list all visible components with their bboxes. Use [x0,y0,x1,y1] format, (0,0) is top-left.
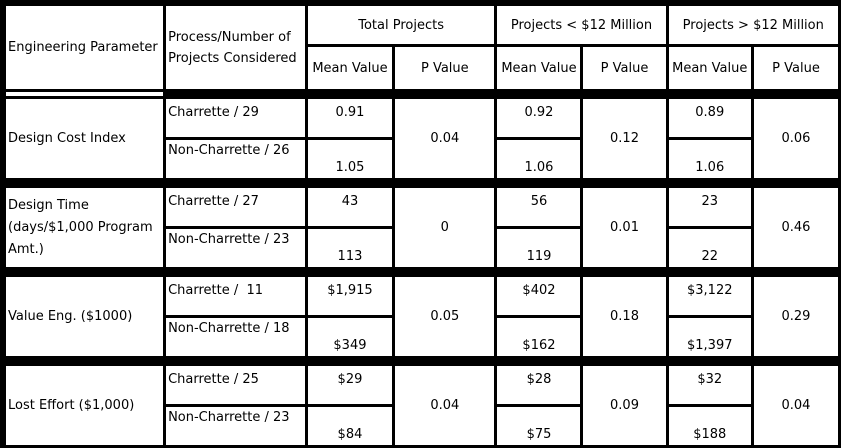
total-mean-non-charrette: 1.05 [307,140,393,178]
over-p-value: 0.46 [753,188,838,267]
total-mean-non-charrette: 113 [307,229,393,267]
process-charrette: Charrette / 25 [166,366,305,404]
total-p-value: 0.05 [395,277,495,356]
over-mean-non-charrette: 22 [668,229,751,267]
over-mean-non-charrette: 1.06 [668,140,751,178]
under-mean-charrette: 0.92 [497,99,581,137]
over-mean-charrette: $32 [668,366,751,404]
parameter-label: Value Eng. ($1000) [6,277,164,356]
total-p-value: 0.04 [395,99,495,178]
header-under-mean: Mean Value [497,47,581,89]
header-process: Process/Number of Projects Considered [166,6,305,89]
total-mean-charrette: 43 [307,188,393,226]
header-projects-under-12m: Projects < $12 Million [497,6,666,44]
process-charrette: Charrette / 27 [166,188,305,226]
over-mean-non-charrette: $188 [668,407,751,445]
under-p-value: 0.18 [583,277,666,356]
header-over-mean: Mean Value [668,47,751,89]
process-non-charrette: Non-Charrette / 23 [166,407,305,445]
over-p-value: 0.29 [753,277,838,356]
over-p-value: 0.04 [753,366,838,445]
under-mean-non-charrette: $75 [497,407,581,445]
results-table: Engineering Parameter Process/Number of … [3,3,841,448]
under-mean-non-charrette: $162 [497,318,581,356]
under-p-value: 0.12 [583,99,666,178]
over-mean-charrette: 0.89 [668,99,751,137]
total-mean-charrette: $29 [307,366,393,404]
process-charrette: Charrette / 11 [166,277,305,315]
header-total-mean: Mean Value [307,47,393,89]
header-over-p: P Value [753,47,838,89]
parameter-label: Lost Effort ($1,000) [6,366,164,445]
over-mean-charrette: $3,122 [668,277,751,315]
header-projects-over-12m: Projects > $12 Million [668,6,838,44]
under-mean-charrette: $28 [497,366,581,404]
process-charrette: Charrette / 29 [166,99,305,137]
under-mean-charrette: 56 [497,188,581,226]
over-mean-charrette: 23 [668,188,751,226]
under-mean-charrette: $402 [497,277,581,315]
header-total-p: P Value [395,47,495,89]
total-mean-charrette: 0.91 [307,99,393,137]
over-mean-non-charrette: $1,397 [668,318,751,356]
process-non-charrette: Non-Charrette / 26 [166,140,305,178]
parameter-label: Design Cost Index [6,99,164,178]
total-p-value: 0 [395,188,495,267]
under-p-value: 0.09 [583,366,666,445]
under-p-value: 0.01 [583,188,666,267]
total-p-value: 0.04 [395,366,495,445]
parameter-label: Design Time (days/$1,000 Program Amt.) [6,188,164,267]
header-under-p: P Value [583,47,666,89]
header-parameter: Engineering Parameter [6,6,164,89]
over-p-value: 0.06 [753,99,838,178]
total-mean-non-charrette: $84 [307,407,393,445]
under-mean-non-charrette: 1.06 [497,140,581,178]
header-total-projects: Total Projects [307,6,495,44]
under-mean-non-charrette: 119 [497,229,581,267]
process-non-charrette: Non-Charrette / 18 [166,318,305,356]
total-mean-non-charrette: $349 [307,318,393,356]
total-mean-charrette: $1,915 [307,277,393,315]
process-non-charrette: Non-Charrette / 23 [166,229,305,267]
